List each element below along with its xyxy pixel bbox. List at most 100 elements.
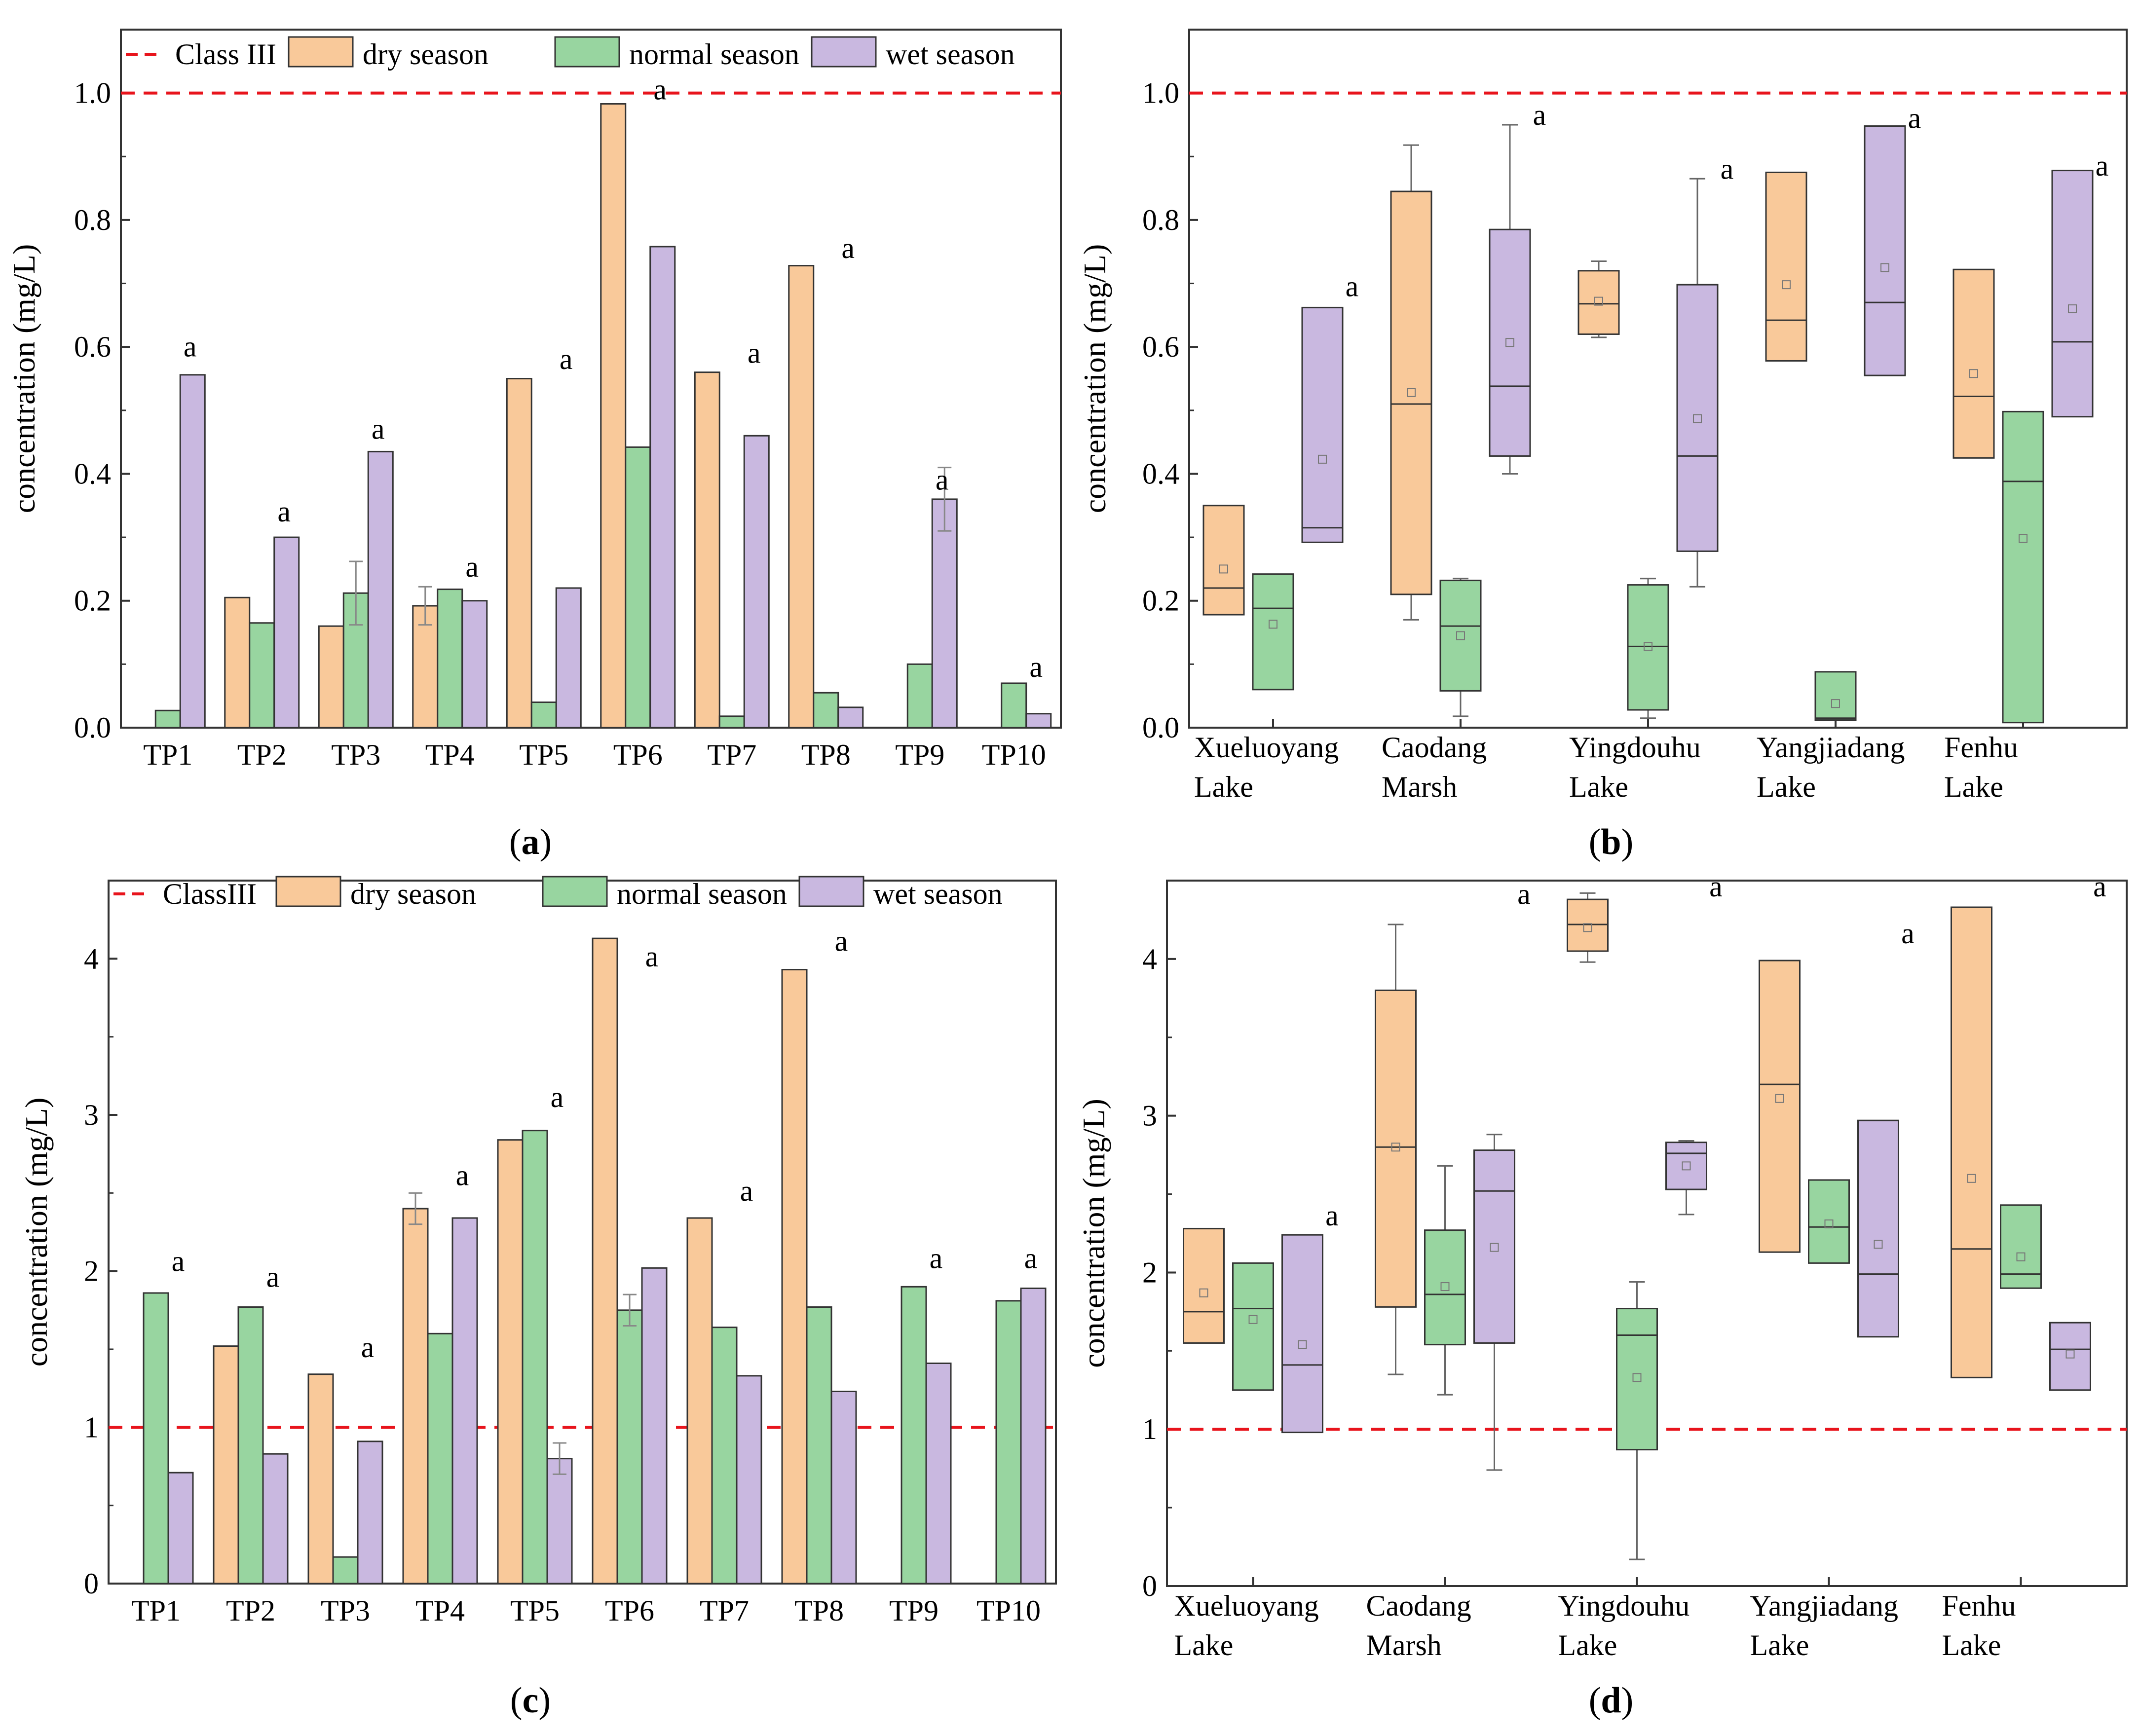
bar-dry-season: [402, 1208, 429, 1585]
mean-marker: [1199, 1288, 1208, 1297]
significance-letter: a: [2096, 149, 2109, 182]
bar-wet-season: [167, 1472, 194, 1585]
x-tick-label: TP9: [895, 739, 944, 771]
bar-dry-season: [788, 265, 815, 729]
legend-swatch: [542, 876, 608, 907]
box-dry-season: [1183, 1227, 1225, 1344]
bar-dry-season: [506, 378, 532, 729]
mean-marker: [1880, 263, 1889, 272]
bar-wet-season: [555, 587, 582, 729]
x-tick-label: TP9: [889, 1594, 939, 1627]
mean-marker: [1632, 1373, 1642, 1382]
mean-marker: [1874, 1240, 1883, 1249]
bar-dry-season: [213, 1345, 239, 1585]
mean-marker: [1248, 1315, 1258, 1324]
mean-marker: [1969, 369, 1978, 378]
significance-letter: a: [560, 343, 573, 375]
box-wet-season: [1473, 1149, 1515, 1344]
bar-dry-season: [412, 605, 439, 729]
bar-dry-season: [224, 596, 251, 729]
bar-normal-season: [616, 1309, 643, 1585]
mean-marker: [2016, 1252, 2026, 1261]
bar-dry-season: [600, 103, 627, 729]
bar-normal-season: [806, 1306, 832, 1585]
bar-wet-season: [736, 1375, 762, 1585]
box-normal-season: [1814, 671, 1857, 721]
mean-marker: [1219, 564, 1228, 574]
bar-normal-season: [522, 1130, 548, 1585]
box-dry-season: [1577, 270, 1620, 335]
significance-letter: a: [456, 1159, 469, 1192]
bar-normal-season: [901, 1286, 927, 1585]
x-tick-label: Xueluoyang: [1194, 731, 1339, 764]
x-tick-label: Lake: [1194, 771, 1253, 803]
box-wet-season: [1301, 306, 1344, 543]
significance-letter: a: [1517, 878, 1531, 911]
x-tick-label: Lake: [1558, 1629, 1617, 1662]
x-tick-label: TP5: [519, 739, 568, 771]
bar-wet-season: [461, 600, 488, 729]
box-normal-season: [1439, 580, 1482, 692]
significance-letter: a: [361, 1331, 375, 1364]
mean-marker: [1775, 1094, 1784, 1103]
panel-b-letter: b: [1601, 822, 1621, 862]
y-tick-label: 0.8: [74, 204, 111, 236]
x-tick-label: Lake: [1750, 1629, 1809, 1662]
bar-dry-season: [694, 371, 720, 729]
panel-d-letter: d: [1601, 1680, 1621, 1721]
box-wet-season: [1489, 228, 1531, 457]
mean-marker: [1407, 388, 1416, 397]
panel-d-chart: 0 1 2 3 4 concentration (mg/L) Xueluoyang Lake a…: [1076, 870, 2128, 1662]
mean-marker: [2019, 534, 2027, 543]
x-tick-label: Lake: [1757, 771, 1816, 803]
mean-marker: [1456, 631, 1465, 640]
y-tick-label: 0.2: [74, 585, 111, 617]
bar-normal-season: [995, 1300, 1022, 1585]
significance-letter: a: [172, 1245, 185, 1278]
y-tick-label: 0: [1142, 1570, 1157, 1602]
mean-marker: [1583, 923, 1592, 932]
mean-marker: [1782, 280, 1791, 290]
x-tick-label: Lake: [1174, 1629, 1234, 1662]
y-tick-label: 0: [84, 1567, 99, 1600]
x-tick-label: Fenhu: [1942, 1589, 2016, 1622]
significance-letter: a: [1533, 99, 1546, 131]
panel-a-caption: (a): [509, 822, 552, 862]
x-tick-label: TP8: [794, 1594, 844, 1627]
mean-marker: [1490, 1243, 1499, 1252]
panel-c-letter: c: [522, 1680, 539, 1721]
bar-wet-season: [925, 1363, 952, 1585]
significance-letter: a: [551, 1081, 564, 1113]
significance-letter: a: [1721, 152, 1734, 185]
bar-dry-season: [497, 1139, 524, 1585]
legend-label: ClassIII: [163, 878, 257, 910]
x-tick-label: Yingdouhu: [1569, 731, 1701, 764]
x-tick-label: Yingdouhu: [1558, 1589, 1690, 1622]
y-tick-label: 2: [1142, 1256, 1157, 1289]
bar-dry-season: [686, 1217, 713, 1585]
significance-letter: a: [930, 1242, 943, 1274]
panel-c-chart: 0 1 2 3 4 concentration (mg/L) TP1 TP2 TP3 TP4 TP5…: [19, 876, 1057, 1627]
x-tick-label: TP5: [510, 1594, 560, 1627]
bar-normal-season: [154, 709, 181, 729]
mean-marker: [2065, 1349, 2075, 1359]
legend-label: dry season: [363, 38, 488, 71]
significance-letter: a: [936, 464, 949, 496]
significance-letter: a: [841, 232, 855, 264]
y-tick-label: 4: [84, 942, 99, 975]
bar-wet-season: [357, 1441, 383, 1585]
bar-dry-season: [318, 625, 344, 729]
panel-b-caption: (b): [1588, 822, 1634, 862]
x-tick-label: Lake: [1944, 771, 2003, 803]
significance-letter: a: [653, 74, 667, 106]
significance-letter: a: [2093, 870, 2106, 903]
bar-normal-season: [625, 446, 651, 729]
y-tick-label: 1.0: [74, 77, 111, 110]
box-normal-season: [1252, 573, 1294, 691]
significance-letter: a: [266, 1260, 280, 1293]
legend-swatch: [288, 36, 354, 68]
bar-normal-season: [530, 702, 557, 729]
legend-swatch: [554, 36, 620, 68]
x-tick-label: Xueluoyang: [1174, 1589, 1319, 1622]
